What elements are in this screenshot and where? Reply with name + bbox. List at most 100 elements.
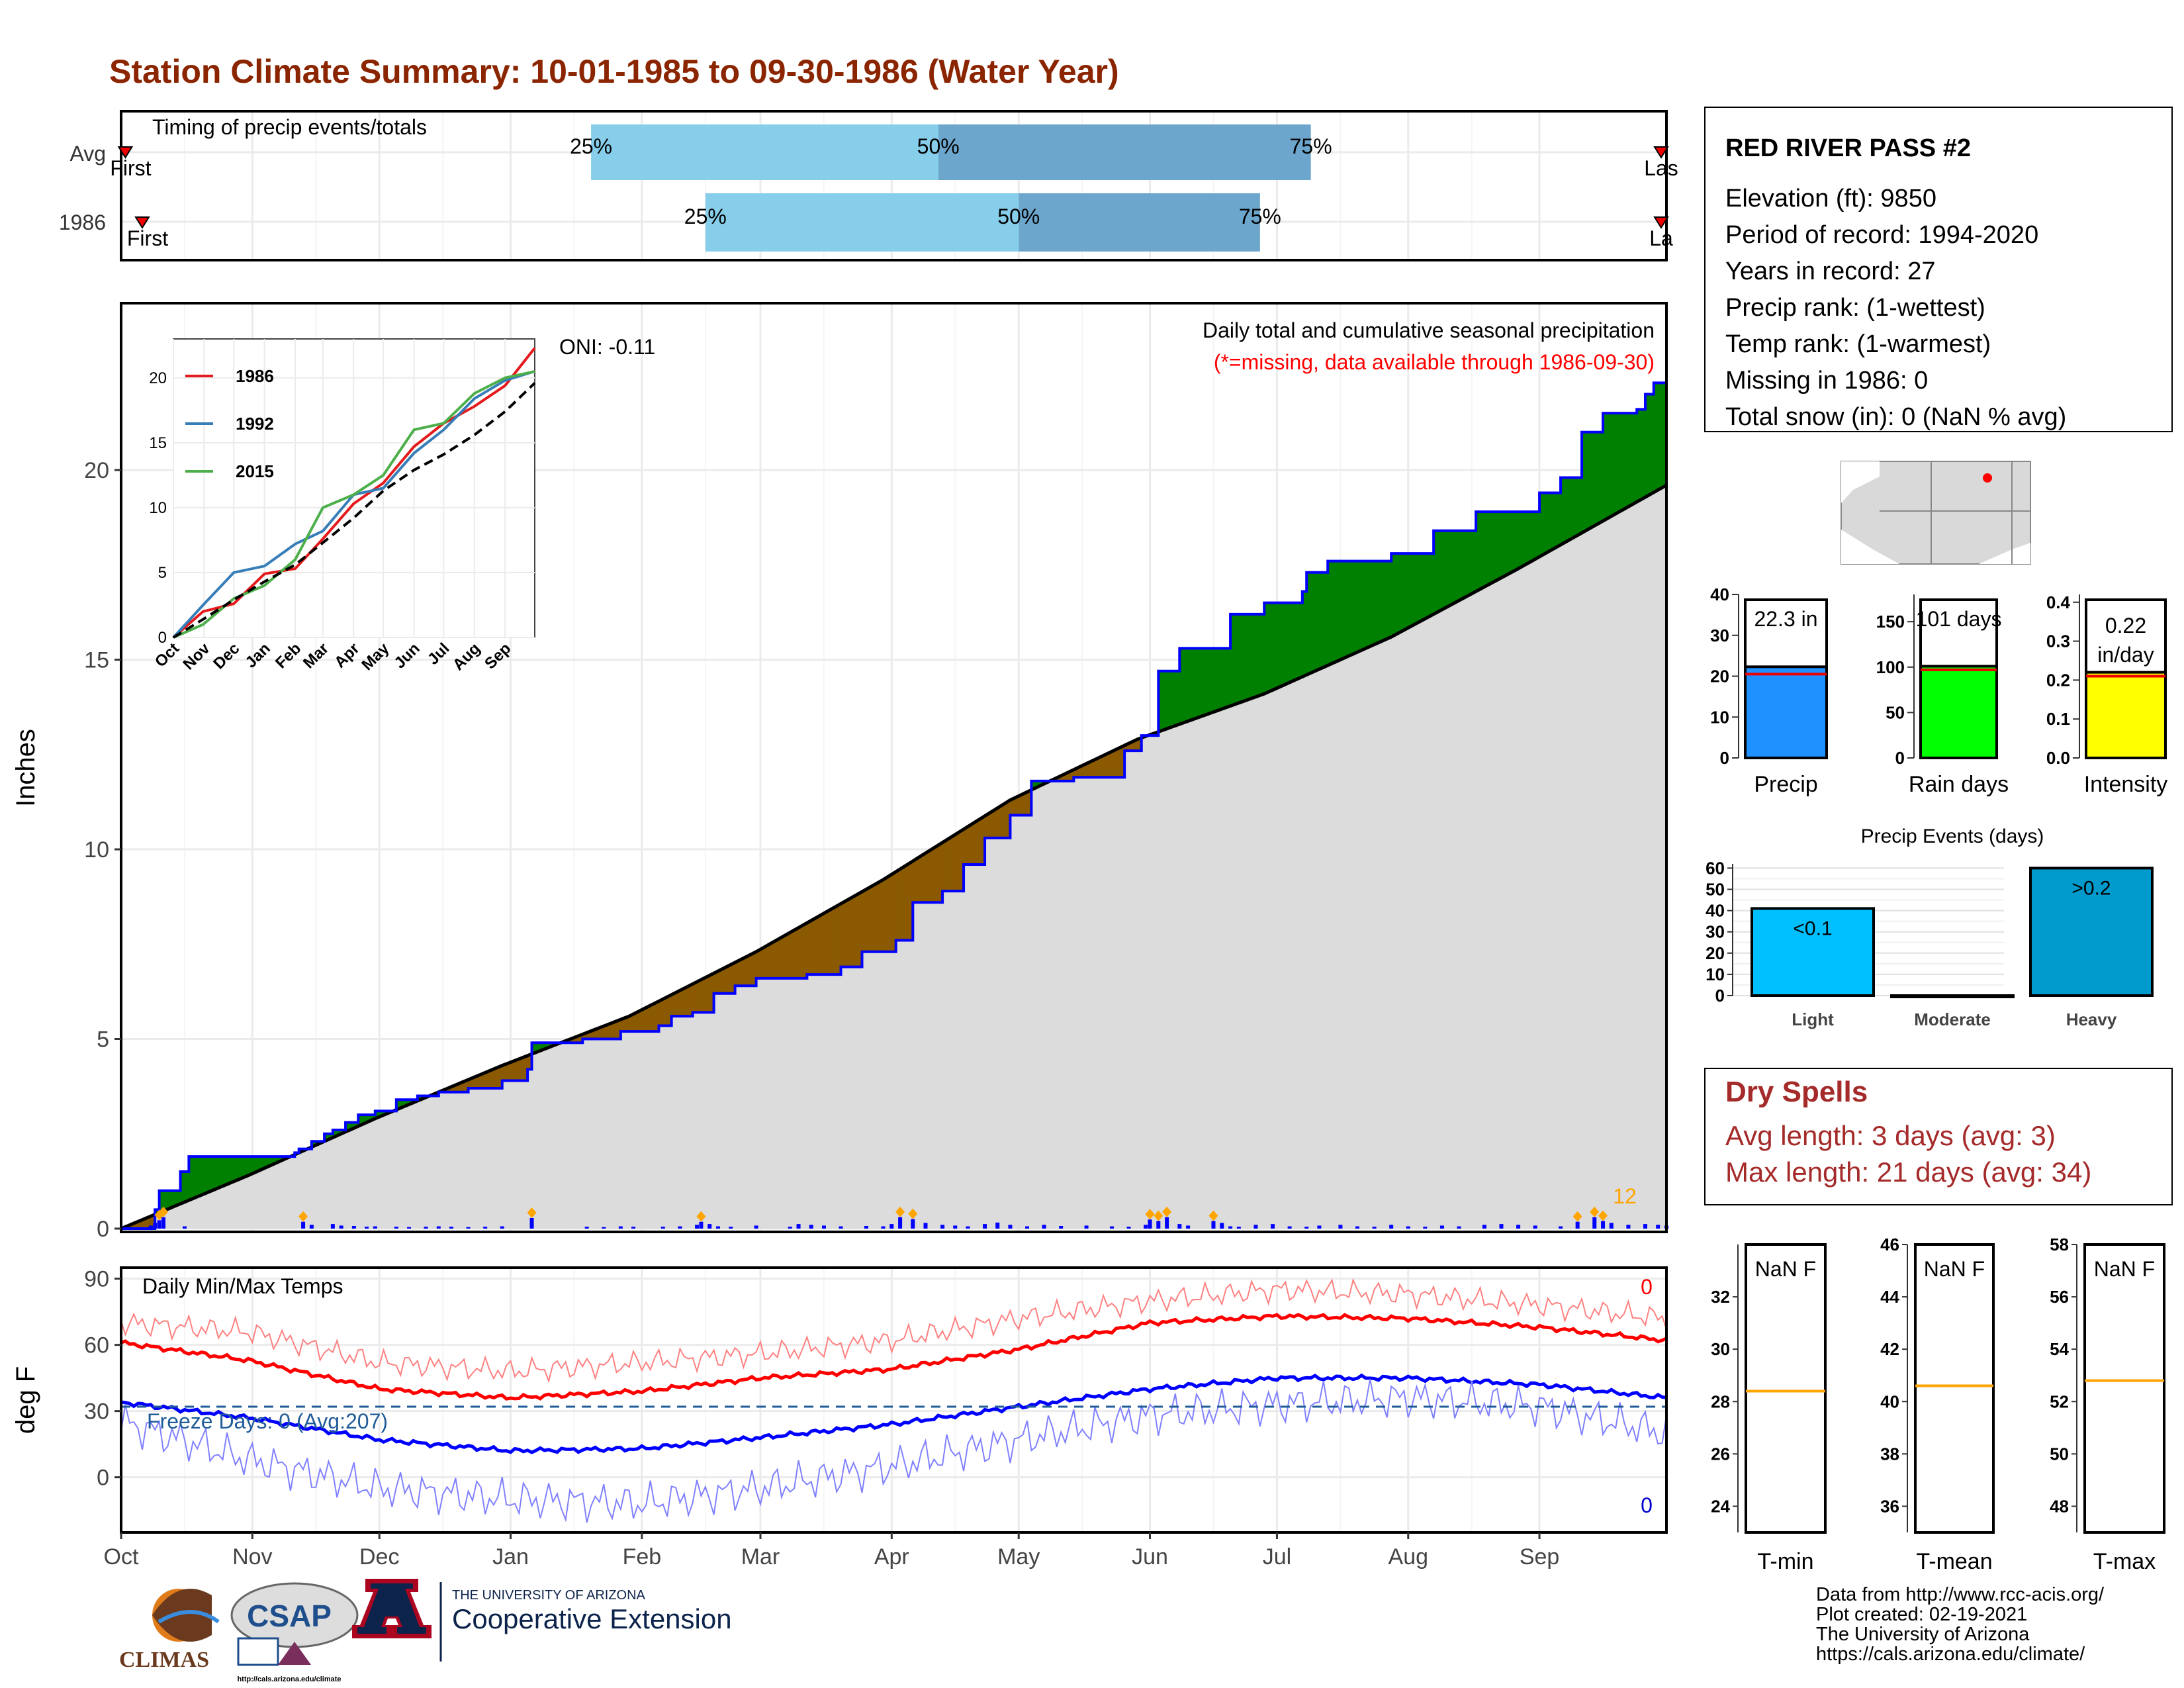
daily-precip-bar [923,1223,928,1229]
summary-value-label: 101 days [1916,607,2002,631]
cumulative-departure-fill [743,955,749,986]
cumulative-departure-fill [929,847,934,903]
temp-bar-value-label: NaN F [1924,1257,1985,1281]
daily-precip-bar [1008,1225,1013,1229]
ua-logo: THE UNIVERSITY OF ARIZONA Cooperative Ex… [352,1579,732,1662]
station-temp-rank: Temp rank: (1-warmest) [1725,330,1991,358]
cumulative-departure-fill [1547,492,1553,553]
inset-ytick-label: 15 [149,434,167,452]
average-cumulative-area [121,485,1666,1229]
daily-precip-bar [1389,1225,1394,1229]
daily-precip-bar [1025,1226,1030,1229]
oni-label: ONI: -0.11 [559,335,655,359]
cumulative-departure-fill [218,1156,223,1189]
cumulative-departure-fill [1162,671,1167,731]
temp-bar-value-label: NaN F [1755,1257,1816,1281]
temp-series-line [120,1373,1667,1454]
cumulative-departure-fill [1332,561,1337,664]
extreme-count: 12 [1613,1184,1637,1208]
summary-bars: 0 10 20 30 40 22.3 in Precip 0 50 100 150 101 days R… [1710,585,2167,797]
temp-bar-frame [1745,1243,1827,1534]
cumulative-departure-fill [772,939,778,979]
temp-bar-ytick-label: 38 [1880,1444,1899,1464]
cumulative-departure-fill [1459,530,1464,601]
summary-ytick-label: 0 [1895,748,1905,768]
cumulative-departure-fill [802,922,807,979]
daily-precip-bar [584,1227,589,1229]
daily-precip-bar [716,1226,721,1229]
cumulative-departure-fill [832,906,837,975]
min-below-count: 0 [1641,1493,1653,1517]
cumulative-departure-fill [201,1156,206,1196]
daily-precip-bar [1211,1221,1216,1229]
cumulative-departure-fill [1632,412,1637,505]
timing-bar-25-50 [591,124,938,180]
events-title: Precip Events (days) [1861,825,2044,847]
temp-bar-ytick-label: 54 [2050,1339,2069,1359]
daily-precip-bar [618,1226,623,1229]
daily-precip-bar [1406,1226,1410,1229]
station-precip-rank: Precip rank: (1-wettest) [1725,294,1985,322]
cumulative-departure-fill [883,876,888,953]
daily-precip-bar [911,1219,915,1229]
cumulative-departure-fill [823,910,829,975]
daily-precip-bar [1228,1226,1233,1229]
cumulative-departure-fill [1289,602,1295,683]
cumulative-departure-fill [968,823,973,865]
cumulative-departure-fill [1277,602,1282,689]
cumulative-departure-fill [798,925,803,979]
daily-precip-bar [1575,1221,1580,1229]
extreme-event-marker [1208,1210,1218,1221]
cumulative-departure-fill [675,990,680,1017]
month-label: Jul [1263,1544,1291,1570]
actual-cumulative-line [121,381,1666,1230]
cumulative-departure-fill [1361,561,1367,651]
cumulative-departure-fill [1192,647,1197,720]
temp-ytick-label: 0 [97,1466,109,1491]
daily-precip-bar [631,1227,636,1229]
inset-ytick-label: 20 [149,369,167,387]
extreme-event-marker [1572,1211,1582,1222]
cumulative-departure-fill [1509,511,1515,574]
daily-precip-bar [1601,1221,1606,1229]
daily-precip-bar [309,1225,314,1229]
cumulative-departure-fill [701,977,706,1013]
summary-value-label: in/day [2097,643,2154,667]
cumulative-departure-fill [1501,511,1506,579]
temp-bar-ytick-label: 30 [1711,1339,1730,1359]
cumulative-departure-fill [1166,671,1171,729]
cumulative-departure-fill [1319,572,1324,670]
cumulative-departure-fill [1463,530,1468,599]
summary-ytick-label: 0 [1720,748,1729,768]
cumulative-departure-fill [692,981,698,1013]
temp-bar-ytick-label: 40 [1880,1391,1899,1411]
daily-precip-bar [153,1223,158,1229]
cumulative-departure-fill [963,825,968,865]
cumulative-departure-fill [650,1003,655,1032]
cumulative-departure-fill [1369,561,1375,647]
cumulative-departure-fill [235,1156,240,1182]
cumulative-departure-fill [1484,511,1489,588]
cumulative-departure-fill [976,818,981,865]
cumulative-departure-fill [844,898,850,968]
timing-label-50: 50% [997,205,1040,228]
cumulative-departure-fill [1480,511,1485,590]
daily-precip-bar [394,1227,398,1229]
station-info-box: RED RIVER PASS #2 Elevation (ft): 9850 P… [1704,107,2173,432]
daily-precip-bar [161,1217,165,1229]
cumulative-departure-fill [1302,591,1307,677]
cumulative-departure-fill [1111,749,1116,778]
cumulative-departure-fill [866,886,871,953]
daily-precip-bar [436,1226,441,1229]
cumulative-departure-fill [1454,530,1459,604]
daily-precip-bar [339,1225,343,1229]
summary-bar-label: Intensity [2084,772,2168,797]
cumulative-departure-fill [1298,602,1303,679]
temp-ytick-label: 90 [84,1267,109,1292]
cumulative-departure-fill [862,888,867,953]
dry-max-length: Max length: 21 days (avg: 34) [1725,1156,2091,1188]
cumulative-departure-fill [1535,511,1540,560]
daily-precip-bar [449,1227,453,1229]
temp-bar-ytick-label: 24 [1711,1496,1730,1516]
cumulative-departure-fill [954,831,960,892]
